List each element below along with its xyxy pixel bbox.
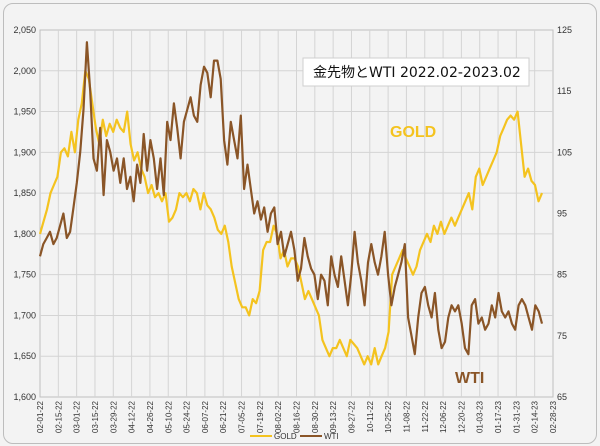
x-tick-label: 03-15-22 [91,400,100,433]
x-tick-label: 02-14-23 [531,400,540,433]
y-left-tick-label: 2,050 [13,25,36,35]
y-right-tick-label: 95 [557,209,567,219]
x-axis: 02-01-22 02-15-22 03-01-22 03-15-22 03-29-22… [36,400,558,433]
y-left-tick-label: 1,850 [13,188,36,198]
x-tick-label: 08-30-22 [311,400,320,433]
y-left-tick-label: 1,900 [13,147,36,157]
legend-label-wti: WTI [324,432,339,441]
x-tick-label: 06-07-22 [201,400,210,433]
series-line-wti [38,41,544,356]
y-left-tick-label: 1,750 [13,270,36,280]
y-left-tick-label: 1,700 [13,310,36,320]
y-right-tick-label: 85 [557,270,567,280]
y-right-tick-label: 115 [557,86,571,96]
x-tick-label: 07-05-22 [238,400,247,433]
series-label-gold: GOLD [390,124,436,141]
series-label-wti: WTI [455,370,484,387]
x-tick-label: 01-03-23 [476,400,485,433]
legend: GOLD WTI [250,432,339,441]
y-left-tick-label: 1,950 [13,107,36,117]
x-tick-label: 11-08-22 [402,400,411,432]
x-tick-label: 02-28-23 [549,400,558,433]
x-tick-label: 07-19-22 [256,400,265,433]
x-tick-label: 02-01-22 [36,400,45,433]
y-right-tick-label: 125 [557,25,572,35]
x-tick-label: 01-17-23 [494,400,503,433]
x-tick-label: 05-10-22 [164,400,173,433]
x-tick-label: 08-02-22 [274,400,283,433]
x-tick-label: 12-06-22 [439,400,448,433]
x-tick-label: 09-13-22 [329,400,338,433]
x-tick-label: 03-29-22 [109,400,118,433]
x-tick-label: 05-24-22 [183,400,192,433]
x-tick-label: 12-20-22 [457,400,466,433]
legend-label-gold: GOLD [274,432,297,441]
x-tick-label: 04-12-22 [128,400,137,433]
x-tick-label: 03-01-22 [73,400,82,433]
series-line-gold [38,69,544,366]
x-tick-label: 04-26-22 [146,400,155,433]
title-box: 金先物とWTI 2022.02-2023.02 [302,57,530,87]
y-right-tick-label: 75 [557,331,567,341]
x-tick-label: 09-27-22 [347,400,356,433]
series-lines [38,41,544,366]
chart-title: 金先物とWTI 2022.02-2023.02 [313,65,521,81]
x-tick-label: 10-11-22 [366,400,375,432]
x-tick-label: 08-16-22 [293,400,302,433]
title-box-bg [302,57,530,87]
x-tick-label: 02-15-22 [54,400,63,433]
x-tick-label: 06-21-22 [219,400,228,433]
y-left-tick-label: 1,600 [13,392,36,402]
y-axis-right: 65 75 85 95 105 115 125 [557,25,572,402]
y-left-tick-label: 1,800 [13,229,36,239]
x-tick-label: 10-25-22 [384,400,393,433]
y-axis-left: 1,600 1,650 1,700 1,750 1,800 1,850 1,900 1,950… [13,25,36,402]
y-right-tick-label: 105 [557,147,572,157]
y-left-tick-label: 2,000 [13,66,36,76]
x-tick-label: 11-22-22 [421,400,430,432]
y-left-tick-label: 1,650 [13,351,36,361]
y-right-tick-label: 65 [557,392,567,402]
x-tick-label: 01-31-23 [512,400,521,433]
